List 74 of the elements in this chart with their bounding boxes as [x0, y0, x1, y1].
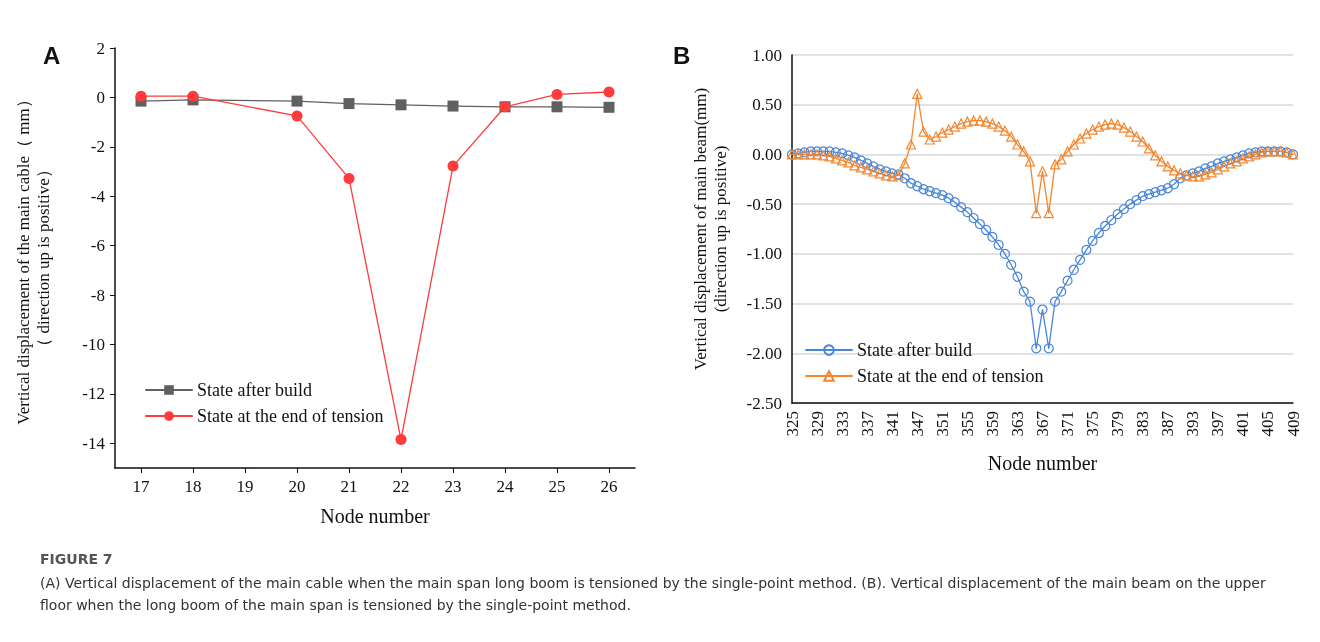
point	[447, 160, 459, 172]
y-tick-label: -2.00	[746, 343, 782, 363]
y-tick-label: -1.50	[746, 294, 782, 314]
x-tick-label: 333	[832, 411, 852, 437]
x-tick-label: 20	[288, 477, 306, 496]
y-tick-label: 1.00	[752, 45, 782, 65]
x-tick-label: 17	[132, 477, 150, 496]
x-tick-label: 409	[1283, 411, 1303, 437]
point	[603, 86, 615, 98]
x-tick-label: 351	[932, 411, 952, 437]
x-tick-label: 329	[807, 411, 827, 437]
x-tick-label: 25	[548, 477, 566, 496]
x-tick-label: 18	[184, 477, 202, 496]
point	[395, 434, 407, 446]
y-tick-label: -6	[90, 236, 105, 256]
point	[135, 90, 147, 102]
x-tick-label: 393	[1183, 411, 1203, 437]
x-tick-label: 24	[496, 477, 514, 496]
x-tick-label: 21	[340, 477, 358, 496]
x-tick-label: 355	[957, 411, 977, 437]
x-axis-title: Node number	[320, 505, 431, 527]
y-tick-label: -0.50	[746, 194, 782, 214]
chart-title: A	[43, 41, 61, 69]
point	[343, 98, 355, 110]
x-axis-title: Node number	[987, 452, 1098, 474]
legend-label: State after build	[857, 340, 972, 360]
y-tick-label: 0.50	[752, 95, 782, 115]
x-tick-label: 26	[600, 477, 618, 496]
point	[395, 99, 407, 111]
y-tick-label: 2	[96, 38, 105, 58]
x-tick-label: 371	[1058, 411, 1078, 437]
legend-label: State after build	[197, 380, 312, 400]
y-tick-label: -2.50	[746, 393, 782, 413]
x-tick-label: 23	[444, 477, 462, 496]
point	[291, 110, 303, 122]
x-tick-label: 397	[1208, 410, 1228, 437]
x-tick-label: 405	[1258, 411, 1278, 437]
y-tick-label: -12	[82, 384, 105, 404]
x-tick-label: 359	[982, 411, 1002, 437]
x-tick-label: 347	[907, 410, 927, 437]
y-tick-label: -14	[82, 433, 106, 453]
x-tick-label: 22	[392, 477, 410, 496]
point	[603, 101, 615, 113]
x-tick-label: 375	[1083, 411, 1103, 437]
x-tick-label: 337	[857, 410, 877, 437]
legend-label: State at the end of tension	[857, 366, 1044, 386]
point	[447, 100, 459, 112]
y-axis-title: Vertical displacement of the main cable（ mm）（ direction up is positive）	[13, 91, 53, 425]
x-tick-label: 19	[236, 477, 254, 496]
x-tick-label: 379	[1108, 411, 1128, 437]
y-tick-label: -2	[90, 137, 105, 157]
x-tick-label: 325	[782, 411, 802, 437]
point	[343, 172, 355, 184]
legend-label: State at the end of tension	[197, 406, 384, 426]
point	[551, 101, 563, 113]
y-axis-title: Vertical displacement of main beam(mm) (direction up is positive)	[690, 87, 730, 371]
y-tick-label: 0	[96, 87, 105, 107]
x-tick-label: 401	[1233, 411, 1253, 437]
point	[187, 90, 199, 102]
x-tick-label: 341	[882, 411, 902, 437]
x-tick-label: 367	[1033, 410, 1052, 437]
x-tick-label: 387	[1158, 410, 1178, 437]
x-tick-label: 363	[1007, 411, 1027, 437]
y-tick-label: -8	[90, 285, 105, 305]
y-tick-label: -1.00	[746, 244, 782, 264]
point	[291, 95, 303, 107]
text: (A) Vertical displacement of the main cable when the main span long boom is tensioned by the single-point method. (B). Vertical displacement of the main beam on the upper floor when the long boom of the main span is tensioned by the single-point method.	[40, 574, 1267, 615]
y-tick-label: -4	[90, 186, 106, 206]
chart-title: B	[673, 41, 691, 69]
x-tick-label: 383	[1133, 411, 1153, 437]
caption: FIGURE 7	[40, 550, 114, 569]
y-tick-label: -10	[82, 334, 105, 354]
point	[551, 88, 563, 100]
y-tick-label: 0.00	[752, 144, 782, 164]
